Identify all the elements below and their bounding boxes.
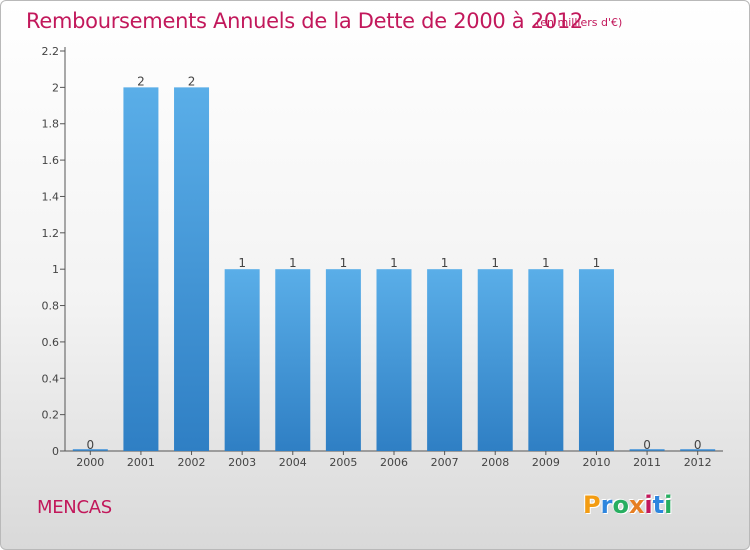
bar: [528, 269, 564, 451]
y-tick-label: 0.8: [42, 300, 60, 313]
y-tick-label: 0.4: [42, 372, 60, 385]
x-tick-label: 2002: [178, 456, 206, 469]
x-tick-label: 2008: [481, 456, 509, 469]
chart-subtitle: (en milliers d'€): [536, 16, 623, 29]
y-tick-label: 2: [52, 81, 59, 94]
proxiti-logo: Proxiti: [583, 491, 672, 519]
x-tick-label: 2006: [380, 456, 408, 469]
value-label: 1: [441, 256, 449, 270]
value-label: 0: [694, 438, 702, 452]
value-label: 1: [340, 256, 348, 270]
x-tick-label: 2005: [329, 456, 357, 469]
chart-title: Remboursements Annuels de la Dette de 20…: [26, 9, 583, 33]
y-tick-label: 1.4: [42, 190, 60, 203]
bar: [275, 269, 311, 451]
bar: [427, 269, 463, 451]
bar: [325, 269, 361, 451]
x-tick-label: 2011: [633, 456, 661, 469]
y-tick-label: 1: [52, 263, 59, 276]
logo-letter: r: [600, 491, 613, 519]
value-label: 1: [491, 256, 499, 270]
value-label: 0: [86, 438, 94, 452]
bar: [578, 269, 614, 451]
bar: [224, 269, 260, 451]
x-tick-label: 2000: [76, 456, 104, 469]
town-name: MENCAS: [37, 497, 112, 518]
value-label: 1: [593, 256, 601, 270]
y-tick-label: 2.2: [42, 45, 60, 58]
y-tick-label: 0: [52, 445, 59, 458]
value-label: 0: [643, 438, 651, 452]
x-tick-label: 2009: [532, 456, 560, 469]
x-tick-label: 2001: [127, 456, 155, 469]
logo-letter: P: [583, 491, 601, 519]
logo-letter: i: [644, 491, 653, 519]
y-tick-label: 1.6: [42, 154, 60, 167]
value-label: 1: [289, 256, 297, 270]
y-tick-label: 1.8: [42, 118, 60, 131]
bar: [477, 269, 513, 451]
bar: [376, 269, 412, 451]
value-label: 1: [390, 256, 398, 270]
value-label: 1: [542, 256, 550, 270]
y-tick-label: 0.6: [42, 336, 60, 349]
bar: [174, 87, 210, 451]
y-tick-label: 0.2: [42, 409, 60, 422]
x-tick-label: 2007: [431, 456, 459, 469]
logo-letter: i: [664, 491, 673, 519]
x-tick-label: 2003: [228, 456, 256, 469]
y-tick-label: 1.2: [42, 227, 60, 240]
value-label: 2: [137, 74, 145, 88]
value-label: 2: [188, 74, 196, 88]
x-tick-label: 2010: [582, 456, 610, 469]
bar: [123, 87, 159, 451]
value-label: 1: [238, 256, 246, 270]
x-tick-label: 2012: [684, 456, 712, 469]
logo-letter: x: [628, 491, 645, 519]
x-tick-label: 2004: [279, 456, 307, 469]
logo-letter: t: [652, 491, 665, 519]
logo-letter: o: [612, 491, 629, 519]
